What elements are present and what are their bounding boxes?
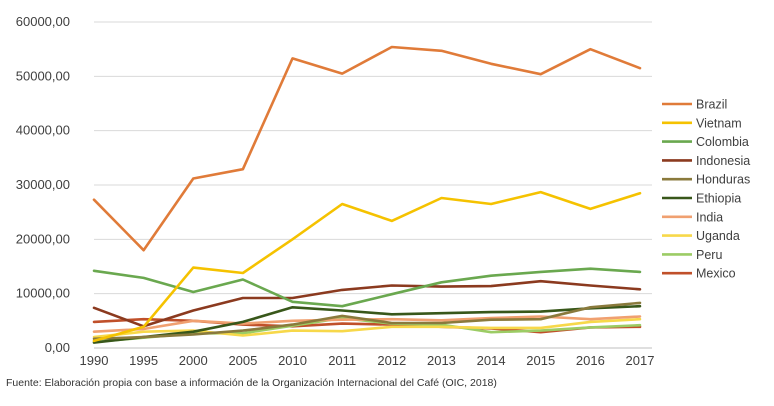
legend: Brazil Vietnam Colombia Indonesia Honduras Et… — [662, 98, 750, 281]
x-tick-label: 2016 — [576, 353, 605, 368]
series-line-vietnam — [92, 190, 642, 343]
legend-label: Mexico — [696, 267, 736, 281]
legend-item-uganda: Uganda — [662, 229, 740, 243]
series-line-ethiopia — [92, 304, 642, 344]
series-line-mexico — [92, 317, 642, 334]
x-tick-label: 2017 — [626, 353, 655, 368]
x-tick-label: 2012 — [377, 353, 406, 368]
legend-item-peru: Peru — [662, 248, 722, 262]
legend-label: Honduras — [696, 173, 750, 187]
y-tick-label: 30000,00 — [16, 177, 70, 192]
series-line-uganda — [92, 317, 642, 339]
legend-label: Colombia — [696, 135, 749, 149]
legend-item-vietnam: Vietnam — [662, 116, 742, 130]
series-lines — [92, 45, 642, 344]
series-line-honduras — [92, 301, 642, 341]
x-tick-label: 2010 — [278, 353, 307, 368]
legend-label: Vietnam — [696, 116, 742, 130]
legend-label: Indonesia — [696, 154, 750, 168]
legend-item-brazil: Brazil — [662, 98, 727, 112]
legend-item-india: India — [662, 210, 723, 224]
source-note: Fuente: Elaboración propia con base a in… — [6, 377, 497, 389]
x-tick-label: 1995 — [129, 353, 158, 368]
x-tick-label: 1990 — [80, 353, 109, 368]
series-line-brazil — [92, 45, 642, 252]
legend-label: Uganda — [696, 229, 740, 243]
y-axis: 0,00 10000,00 20000,00 30000,00 40000,00 5000… — [16, 14, 70, 355]
legend-item-indonesia: Indonesia — [662, 154, 750, 168]
series-line-indonesia — [92, 279, 642, 328]
series-line-colombia — [92, 267, 642, 308]
y-tick-label: 50000,00 — [16, 68, 70, 83]
y-tick-label: 20000,00 — [16, 231, 70, 246]
x-tick-label: 2014 — [477, 353, 506, 368]
y-tick-label: 0,00 — [45, 340, 70, 355]
legend-label: Peru — [696, 248, 722, 262]
legend-item-honduras: Honduras — [662, 173, 750, 187]
x-tick-label: 2000 — [179, 353, 208, 368]
legend-label: India — [696, 210, 723, 224]
y-tick-label: 60000,00 — [16, 14, 70, 29]
legend-item-mexico: Mexico — [662, 267, 736, 281]
line-chart: 0,00 10000,00 20000,00 30000,00 40000,00 5000… — [16, 14, 750, 368]
grid-lines — [94, 21, 652, 349]
x-tick-label: 2011 — [328, 353, 356, 368]
x-tick-label: 2013 — [427, 353, 456, 368]
x-axis: 1990 1995 2000 2005 2010 2011 2012 2013 2014 2015… — [80, 353, 655, 368]
legend-item-ethiopia: Ethiopia — [662, 192, 741, 206]
legend-label: Ethiopia — [696, 192, 741, 206]
x-tick-label: 2005 — [228, 353, 257, 368]
y-tick-label: 10000,00 — [16, 286, 70, 301]
legend-label: Brazil — [696, 98, 727, 112]
x-tick-label: 2015 — [526, 353, 555, 368]
legend-item-colombia: Colombia — [662, 135, 749, 149]
y-tick-label: 40000,00 — [16, 123, 70, 138]
